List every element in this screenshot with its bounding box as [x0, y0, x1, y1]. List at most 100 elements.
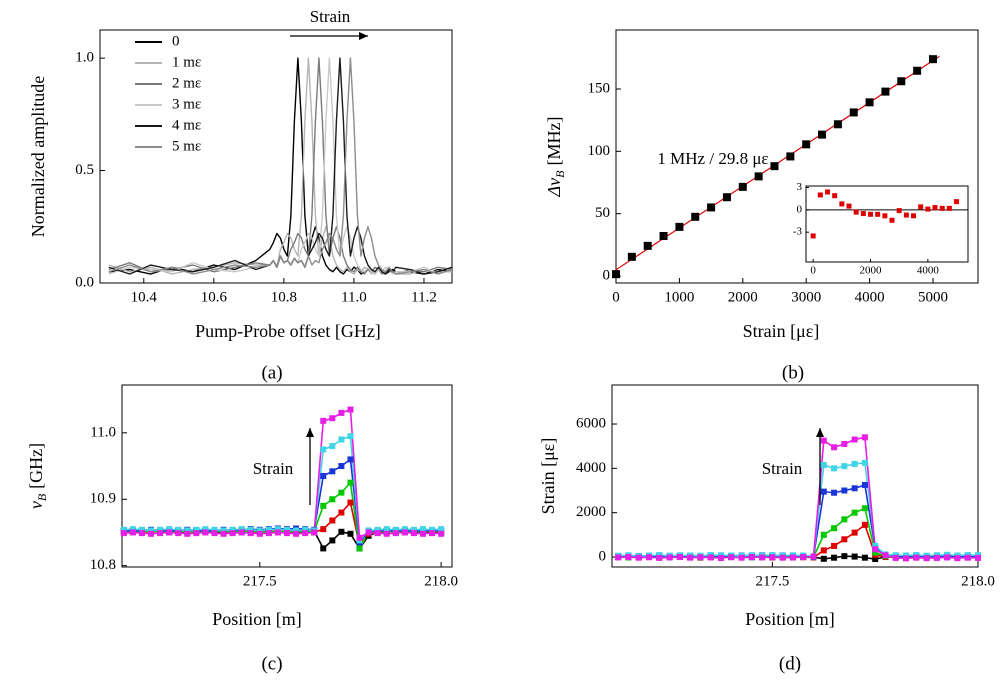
marker: [820, 462, 827, 469]
marker: [374, 526, 381, 533]
marker: [129, 526, 136, 533]
marker: [338, 409, 345, 416]
marker: [338, 436, 345, 443]
marker: [861, 481, 868, 488]
marker: [320, 526, 327, 533]
y-tick-label: 11.0: [90, 424, 116, 440]
marker: [410, 526, 417, 533]
marker: [166, 526, 173, 533]
marker: [193, 526, 200, 533]
arrow-head: [816, 428, 824, 437]
marker: [438, 526, 445, 533]
plot-frame: [611, 384, 979, 568]
marker: [872, 556, 879, 563]
marker: [347, 499, 354, 506]
marker: [175, 530, 182, 537]
marker: [643, 241, 652, 250]
marker: [975, 554, 981, 561]
marker: [320, 545, 327, 552]
marker: [320, 502, 327, 509]
x-tick-label: 2000: [728, 289, 758, 305]
marker: [184, 530, 191, 537]
marker: [627, 252, 636, 261]
marker: [302, 530, 309, 537]
marker: [944, 554, 951, 561]
marker: [220, 527, 227, 534]
x-tick-label: 217.5: [756, 573, 790, 589]
marker: [120, 526, 127, 533]
marker: [841, 553, 848, 560]
legend-label: 0: [172, 33, 180, 49]
marker: [831, 542, 838, 549]
marker: [897, 77, 906, 86]
marker: [831, 444, 838, 451]
marker: [625, 554, 632, 561]
y-axis-label: Strain [με]: [538, 438, 558, 515]
marker: [211, 530, 218, 537]
marker: [202, 529, 209, 536]
marker: [853, 209, 859, 215]
y-axis-label: Normalized amplitude: [28, 76, 48, 237]
marker: [770, 162, 779, 171]
marker: [320, 417, 327, 424]
panel-caption: (b): [782, 362, 804, 383]
x-axis-label: Strain [με]: [743, 321, 820, 341]
marker: [329, 496, 336, 503]
plot-frame: [121, 384, 453, 568]
marker: [841, 487, 848, 494]
marker: [707, 203, 716, 212]
marker: [347, 530, 354, 537]
marker: [954, 199, 960, 205]
y-tick-label: 150: [588, 80, 611, 96]
annotation: 1 MHz / 29.8 με: [657, 149, 768, 168]
marker: [410, 530, 417, 537]
panel-caption: (c): [261, 653, 282, 674]
marker: [954, 555, 961, 562]
marker: [656, 554, 663, 561]
marker: [274, 529, 281, 536]
marker: [256, 530, 263, 537]
marker: [659, 231, 668, 240]
marker: [913, 554, 920, 561]
marker: [820, 555, 827, 562]
x-tick-label: 217.5: [243, 573, 277, 589]
marker: [872, 549, 879, 556]
y-label-symbol: ν: [26, 501, 46, 509]
marker: [302, 526, 309, 533]
marker: [211, 526, 218, 533]
marker: [896, 208, 902, 214]
x-axis-label: Position [m]: [745, 609, 835, 629]
series-line: [108, 57, 452, 275]
marker: [946, 205, 952, 211]
marker: [238, 529, 245, 536]
marker: [889, 217, 895, 223]
arrow-head: [306, 428, 314, 437]
marker: [903, 555, 910, 562]
marker: [851, 529, 858, 536]
y-tick-label: 50: [595, 205, 610, 221]
marker: [392, 526, 399, 533]
marker: [872, 542, 879, 549]
marker: [738, 554, 745, 561]
marker: [831, 489, 838, 496]
marker: [748, 554, 755, 561]
legend-label: 2 mε: [172, 75, 201, 91]
y-tick-label: 3: [797, 181, 803, 193]
y-label-subscript: B: [553, 170, 567, 178]
marker: [284, 526, 290, 533]
x-axis-label: Position [m]: [212, 609, 302, 629]
marker: [882, 213, 888, 219]
marker: [789, 554, 796, 561]
marker: [759, 554, 766, 561]
x-tick-label: 5000: [918, 289, 948, 305]
marker: [818, 130, 827, 139]
marker: [175, 526, 182, 533]
x-tick-label: 2000: [860, 265, 883, 277]
marker: [800, 554, 807, 561]
marker: [347, 433, 354, 440]
marker: [832, 193, 838, 199]
marker: [933, 554, 940, 561]
x-tick-label: 11.2: [411, 289, 437, 305]
